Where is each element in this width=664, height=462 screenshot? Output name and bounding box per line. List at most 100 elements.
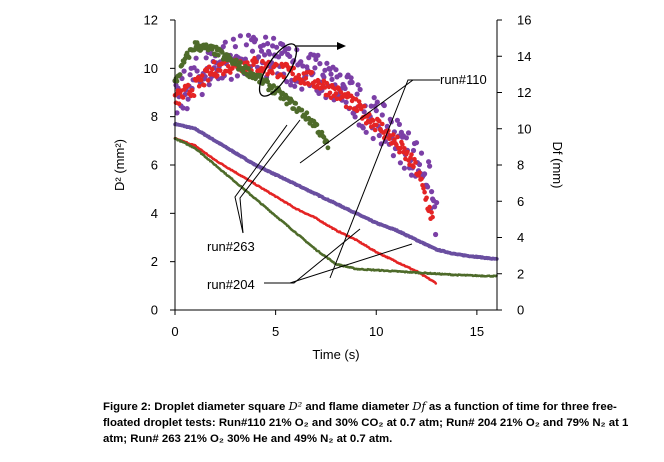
df-point	[276, 54, 282, 60]
df-point	[181, 68, 187, 74]
leader-run263-to-df	[234, 124, 288, 234]
df-point	[329, 76, 335, 82]
df-point	[434, 200, 440, 206]
df-point	[306, 82, 312, 87]
df-point	[176, 101, 182, 106]
df-point	[321, 74, 327, 80]
df-point	[260, 42, 267, 48]
df-point	[343, 104, 349, 110]
df-point	[180, 105, 186, 111]
df-point	[312, 65, 318, 71]
df-point	[348, 75, 354, 81]
df-point	[303, 76, 309, 81]
left-y-tick-label: 0	[151, 303, 158, 318]
right-y-tick-label: 16	[517, 13, 531, 28]
df-point	[189, 87, 195, 93]
df-point	[405, 130, 412, 136]
df-point	[397, 149, 402, 155]
df-point	[413, 140, 420, 146]
right-axis-indicator-ellipse	[258, 43, 298, 97]
df-point	[403, 135, 409, 141]
df-point	[249, 48, 256, 54]
df-point	[286, 46, 292, 52]
df-point	[228, 76, 234, 82]
df-point	[199, 73, 205, 78]
df-point	[432, 204, 438, 210]
annotation-run204-label: run#204	[207, 277, 255, 292]
annotation-run263-label: run#263	[207, 239, 255, 254]
df-point	[374, 99, 380, 105]
df-point	[191, 93, 197, 98]
caption-symbol-df: Df	[412, 399, 426, 413]
df-point	[363, 129, 369, 135]
df-point	[251, 62, 256, 67]
df-point	[377, 118, 382, 124]
df-point	[372, 127, 378, 133]
df-point	[228, 70, 233, 75]
df-point	[361, 104, 367, 109]
df-point	[426, 159, 432, 165]
df-point	[177, 72, 183, 77]
df-point	[400, 142, 405, 147]
df-point	[265, 79, 270, 85]
d2-series-run263	[173, 137, 498, 278]
df-point	[322, 85, 328, 90]
right-y-tick-label: 12	[517, 85, 531, 100]
right-y-tick-label: 6	[517, 194, 524, 209]
df-point	[293, 101, 299, 106]
df-point	[421, 186, 426, 191]
df-point	[245, 32, 252, 38]
d2-series-run110	[173, 121, 499, 261]
df-point	[368, 103, 374, 109]
df-point	[380, 121, 385, 127]
left-y-tick-label: 10	[144, 61, 158, 76]
df-point	[219, 50, 225, 55]
df-point	[347, 105, 353, 111]
df-point	[271, 83, 276, 89]
df-point	[370, 118, 376, 123]
df-point	[422, 171, 428, 177]
right-y-tick-label: 14	[517, 49, 531, 64]
annotations: run#110 run#263 run#204	[207, 42, 487, 292]
df-point	[255, 54, 262, 60]
leader-run263-to-d2	[239, 119, 301, 234]
df-point	[246, 66, 251, 71]
right-axis-arrow-head	[337, 42, 346, 50]
df-point	[422, 189, 427, 195]
left-y-tick-label: 6	[151, 158, 158, 173]
df-point	[226, 64, 231, 69]
df-point	[280, 42, 286, 48]
df-point	[234, 57, 239, 63]
df-point	[433, 231, 439, 238]
df-point	[384, 123, 390, 129]
df-point	[324, 60, 330, 66]
df-point	[243, 42, 249, 48]
df-point	[354, 108, 360, 114]
df-point	[317, 61, 323, 67]
left-y-tick-label: 4	[151, 206, 158, 221]
x-tick-label: 15	[470, 324, 484, 339]
leader-run110-to-df	[329, 79, 440, 279]
df-point	[381, 102, 387, 109]
df-point	[401, 165, 407, 171]
df-point	[327, 90, 333, 96]
x-tick-label: 5	[272, 324, 279, 339]
df-point	[430, 214, 435, 220]
df-point	[218, 68, 223, 73]
df-point	[337, 72, 343, 78]
df-point	[281, 96, 287, 102]
df-point	[288, 82, 294, 88]
df-point	[174, 78, 180, 84]
df-point	[271, 35, 277, 41]
right-y-axis-label: Df (mm)	[550, 142, 565, 189]
x-tick-label: 0	[171, 324, 178, 339]
df-point	[418, 150, 425, 156]
df-point	[313, 56, 319, 63]
df-point	[267, 51, 273, 57]
df-point	[204, 68, 210, 74]
df-point	[270, 43, 276, 49]
df-point	[409, 152, 414, 157]
df-point	[193, 55, 199, 61]
df-point	[284, 79, 290, 85]
df-point	[292, 83, 298, 89]
